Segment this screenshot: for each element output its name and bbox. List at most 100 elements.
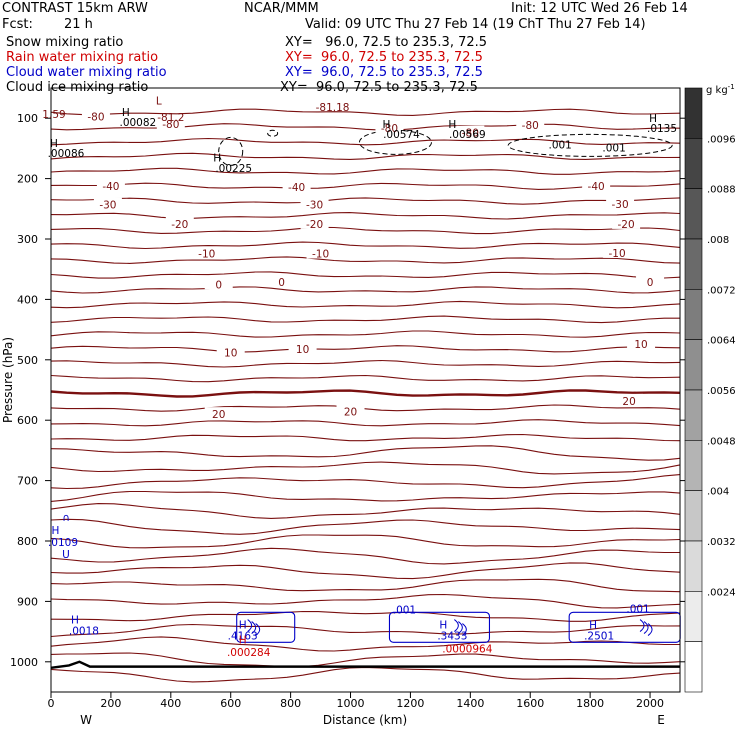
temperature-label: -40	[288, 182, 305, 194]
contour-annotation: .00082	[119, 117, 156, 129]
temperature-label: -20	[306, 219, 323, 231]
colorbar-label: .0064	[707, 336, 736, 347]
label-bg	[204, 407, 233, 420]
isotherm-line	[50, 578, 681, 593]
cloud-water-core	[647, 623, 653, 636]
plot-frame	[50, 87, 681, 693]
isotherm-line	[50, 212, 681, 220]
x-tick-label: 400	[160, 697, 181, 710]
x-tick-label: 0	[48, 697, 55, 710]
x-tick-label: 1000	[337, 697, 365, 710]
colorbar: .0096 .0088 .008 .0072 .0064 .0056 .0048 .004 .0…	[684, 87, 736, 693]
colorbar-swatch	[684, 389, 703, 441]
contour-annotation: .2501	[584, 630, 614, 642]
contour-annotation: .00574	[383, 129, 420, 141]
temperature-label: 0	[278, 277, 285, 289]
label-bg	[96, 178, 125, 191]
field-xy-snow: XY= 96.0, 72.5 to 235.3, 72.5	[285, 35, 488, 50]
isotherm-line	[50, 286, 681, 294]
label-bg	[627, 337, 656, 350]
colorbar-swatch	[684, 289, 703, 340]
contour-annotation: L	[156, 95, 162, 107]
cloud-water-core	[247, 619, 253, 632]
isotherm-line	[50, 518, 681, 535]
contour-annotation: .0000964	[442, 644, 492, 656]
x-axis-label: Distance (km)	[323, 713, 407, 727]
cloud-water-core	[251, 621, 257, 634]
colorbar-swatch	[684, 490, 703, 542]
colorbar-swatch	[684, 641, 703, 693]
label-bg	[336, 404, 365, 417]
cloud-water-core	[643, 621, 649, 634]
cloud-water-core	[255, 623, 261, 636]
x-tick-label: 600	[220, 697, 241, 710]
isotherm-line	[50, 461, 681, 475]
temperature-label: -40	[102, 181, 119, 193]
contour-annotation: H	[649, 113, 657, 125]
cloud-water-core	[458, 621, 463, 634]
isotherm-line	[50, 547, 680, 565]
label-bg	[456, 125, 485, 138]
y-tick-label: 400	[17, 293, 38, 306]
label-bg	[615, 393, 644, 406]
temperature-label: 10	[224, 348, 237, 360]
label-bg	[93, 197, 122, 210]
contour-annotation: .0109	[48, 537, 78, 549]
isotherm-line	[50, 271, 681, 279]
colorbar-label: .008	[707, 235, 729, 246]
colorbar-swatch	[684, 440, 703, 491]
temperature-label: -80	[522, 120, 539, 132]
colorbar-label: .0048	[707, 436, 736, 447]
cloud-water-core	[639, 619, 645, 632]
y-tick-label: 500	[17, 354, 38, 367]
temperature-label: 20	[622, 396, 635, 408]
contour-annotation: H	[589, 620, 597, 632]
contour-annotation: .0018	[69, 626, 99, 638]
isotherm-line	[50, 389, 681, 398]
temperature-label: 0	[215, 279, 222, 291]
temperature-label: -80	[87, 111, 104, 123]
contour-annotation: .001	[602, 142, 625, 154]
contour-annotation: U	[62, 549, 70, 561]
cloud-water-core	[454, 619, 459, 632]
cloud-water-contours	[236, 611, 681, 643]
init-time: Init: 12 UTC Wed 26 Feb 14	[511, 1, 688, 16]
temperature-label: 10	[634, 339, 647, 351]
colorbar-unit: g kg-1	[706, 83, 735, 96]
colorbar-swatch	[684, 540, 703, 592]
colorbar-swatch	[684, 339, 703, 391]
temperature-label: 0	[647, 277, 654, 289]
contour-annotation: -81.2	[157, 112, 184, 124]
label-bg	[612, 216, 641, 229]
isotherm-line	[50, 652, 681, 668]
contour-annotation: .000284	[227, 647, 271, 659]
colorbar-label: .0032	[707, 537, 736, 548]
model-title: CONTRAST 15km ARW	[2, 1, 148, 16]
colorbar-label: .0056	[707, 386, 736, 397]
isotherm-line	[50, 152, 681, 160]
isotherm-line	[50, 300, 681, 309]
label-bg	[516, 117, 545, 130]
temperature-label: 20	[212, 409, 225, 421]
temperature-label: 10	[296, 344, 309, 356]
field-label-rain: Rain water mixing ratio	[6, 50, 159, 65]
field-label-cloud-water: Cloud water mixing ratio	[6, 65, 167, 80]
isotherm-line	[50, 490, 681, 502]
contour-annotation: .00569	[449, 129, 486, 141]
x-tick-label: 1400	[456, 697, 484, 710]
y-tick-label: 100	[17, 112, 38, 125]
contour-annotation: .4163	[228, 630, 258, 642]
isotherm-line	[50, 256, 681, 264]
colorbar-label: .0088	[707, 185, 736, 196]
contour-annotation: H	[52, 525, 60, 537]
x-tick-label: 1200	[396, 697, 424, 710]
isotherm-line	[50, 374, 681, 383]
x-end-label-west: W	[80, 713, 92, 727]
contour-annotation: H	[239, 635, 247, 647]
colorbar-swatch	[684, 87, 703, 139]
contour-annotation: H	[122, 107, 130, 119]
isotherm-line	[50, 404, 681, 412]
contour-annotation: H	[50, 138, 58, 150]
